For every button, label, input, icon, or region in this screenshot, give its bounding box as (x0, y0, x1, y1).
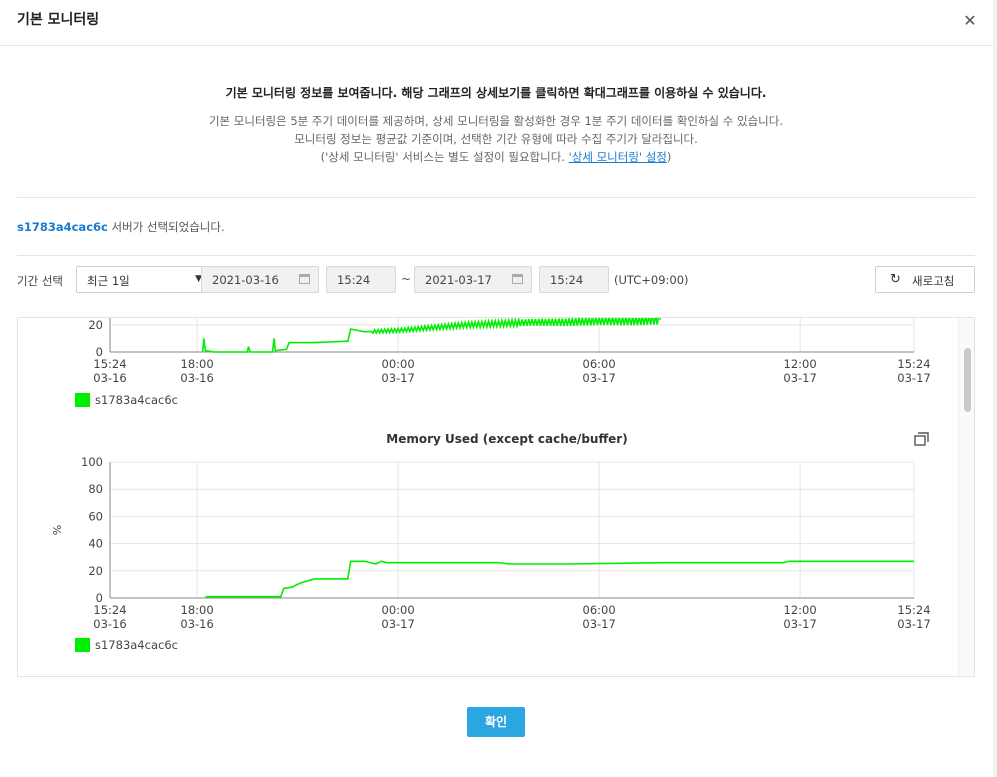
x-tick-label: 18:00 (181, 603, 214, 617)
timezone-label: (UTC+09:00) (614, 273, 689, 287)
x-tick-label: 06:00 (583, 603, 616, 617)
intro-line-3-suffix: ) (666, 150, 672, 164)
start-date-value: 2021-03-16 (212, 273, 279, 287)
chart-scroll-panel[interactable]: 20 0 15:24 03-16 18:00 03-16 00:00 03-17 06:00 0… (17, 317, 975, 677)
refresh-icon: ↻ (890, 272, 901, 287)
legend-label: s1783a4cac6c (95, 638, 178, 652)
divider (17, 197, 975, 198)
series-line (205, 560, 914, 598)
x-tick-date: 03-17 (897, 371, 930, 385)
x-tick-date: 03-17 (582, 617, 615, 631)
memory-chart: Memory Used (except cache/buffer) % 0 20 4… (51, 432, 931, 652)
y-tick-label: 0 (96, 591, 103, 605)
period-selected-value: 최근 1일 (87, 274, 130, 288)
divider (17, 255, 975, 256)
x-axis-ticks: 15:2403-1618:0003-1600:0003-1706:0003-17… (93, 603, 930, 631)
window-edge (993, 0, 997, 777)
charts-area: 200 15:2403-1618:0003-1600:0003-1706:000… (51, 318, 931, 652)
x-tick-label: 06:00 (583, 357, 616, 371)
server-selected-suffix: 서버가 선택되었습니다. (107, 220, 225, 234)
x-tick-label: 15:24 (93, 603, 126, 617)
range-separator: ~ (401, 272, 412, 286)
start-date-input[interactable]: 2021-03-16 (201, 266, 319, 293)
x-tick-label: 00:00 (382, 603, 415, 617)
x-tick-date: 03-17 (582, 371, 615, 385)
intro-text: 기본 모니터링 정보를 보여줍니다. 해당 그래프의 상세보기를 클릭하면 확대… (17, 84, 975, 166)
y-tick-label: 0 (96, 345, 103, 359)
legend[interactable]: s1783a4cac6c (75, 393, 178, 407)
x-tick-date: 03-17 (783, 617, 816, 631)
y-tick-label: 100 (81, 455, 103, 469)
start-time-input[interactable]: 15:24 (326, 266, 396, 293)
x-tick-label: 12:00 (784, 357, 817, 371)
period-label: 기간 선택 (17, 274, 63, 288)
x-tick-label: 15:24 (897, 357, 930, 371)
x-tick-label: 12:00 (784, 603, 817, 617)
x-tick-date: 03-16 (180, 371, 213, 385)
expand-icon[interactable] (914, 432, 929, 446)
x-tick-date: 03-17 (897, 617, 930, 631)
x-tick-label: 00:00 (382, 357, 415, 371)
y-axis-ticks: 20 0 (88, 318, 103, 359)
modal-header: 기본 모니터링 ✕ (0, 0, 997, 46)
legend-swatch (75, 393, 90, 407)
x-tick-date: 03-16 (93, 371, 126, 385)
legend-label: s1783a4cac6c (95, 393, 178, 407)
intro-lead: 기본 모니터링 정보를 보여줍니다. 해당 그래프의 상세보기를 클릭하면 확대… (225, 86, 767, 100)
calendar-icon[interactable] (299, 274, 310, 284)
y-tick-label: 40 (88, 537, 103, 551)
close-icon[interactable]: ✕ (963, 11, 977, 30)
detailed-monitoring-settings-link[interactable]: '상세 모니터링' 설정 (568, 150, 667, 164)
chart-grid (109, 318, 915, 353)
x-tick-date: 03-17 (783, 371, 816, 385)
y-axis-label: % (51, 525, 64, 535)
calendar-icon[interactable] (512, 274, 523, 284)
y-axis-ticks: 0 20 40 60 80 100 (81, 455, 103, 605)
intro-line-2: 모니터링 정보는 평균값 기준이며, 선택한 기간 유형에 따라 수집 주기가 … (294, 132, 698, 146)
period-select[interactable]: 최근 1일 ▼ (76, 266, 213, 293)
y-tick-label: 80 (88, 482, 103, 496)
intro-line-3-prefix: ('상세 모니터링' 서비스는 별도 설정이 필요합니다. (320, 150, 569, 164)
x-axis-ticks: 15:2403-1618:0003-1600:0003-1706:0003-17… (93, 357, 930, 385)
end-date-value: 2021-03-17 (425, 273, 492, 287)
legend[interactable]: s1783a4cac6c (75, 638, 178, 652)
x-tick-label: 18:00 (181, 357, 214, 371)
y-tick-label: 20 (88, 318, 103, 332)
selected-server-message: s1783a4cac6c 서버가 선택되었습니다. (17, 219, 225, 235)
x-tick-label: 15:24 (897, 603, 930, 617)
caret-down-icon: ▼ (195, 274, 202, 284)
server-name: s1783a4cac6c (17, 220, 108, 234)
chart-grid (109, 461, 915, 599)
chart-title: Memory Used (except cache/buffer) (386, 432, 627, 446)
x-tick-date: 03-17 (381, 371, 414, 385)
x-tick-date: 03-17 (381, 617, 414, 631)
modal-title: 기본 모니터링 (17, 12, 100, 28)
series-line (201, 318, 662, 353)
x-tick-date: 03-16 (180, 617, 213, 631)
y-tick-label: 60 (88, 509, 103, 523)
period-filter-row: 기간 선택 최근 1일 ▼ 2021-03-16 15:24 ~ 2021-03… (17, 266, 975, 294)
cpu-chart: 200 15:2403-1618:0003-1600:0003-1706:000… (75, 318, 931, 407)
start-time-value: 15:24 (337, 273, 371, 287)
refresh-button[interactable]: ↻ 새로고침 (875, 266, 975, 293)
confirm-button[interactable]: 확인 (467, 707, 525, 737)
scrollbar-thumb[interactable] (964, 348, 971, 412)
intro-line-3: ('상세 모니터링' 서비스는 별도 설정이 필요합니다. '상세 모니터링' … (17, 148, 975, 166)
legend-swatch (75, 638, 90, 652)
end-time-input[interactable]: 15:24 (539, 266, 609, 293)
intro-line-1: 기본 모니터링은 5분 주기 데이터를 제공하며, 상세 모니터링을 활성화한 … (208, 114, 784, 128)
end-date-input[interactable]: 2021-03-17 (414, 266, 532, 293)
x-tick-label: 15:24 (93, 357, 126, 371)
modal-footer: 확인 (0, 690, 997, 777)
y-tick-label: 20 (88, 564, 103, 578)
series-line-path (205, 560, 914, 598)
x-tick-date: 03-16 (93, 617, 126, 631)
refresh-label: 새로고침 (912, 274, 955, 288)
end-time-value: 15:24 (550, 273, 584, 287)
vertical-scrollbar[interactable] (958, 318, 974, 676)
series-line-path (201, 318, 662, 353)
